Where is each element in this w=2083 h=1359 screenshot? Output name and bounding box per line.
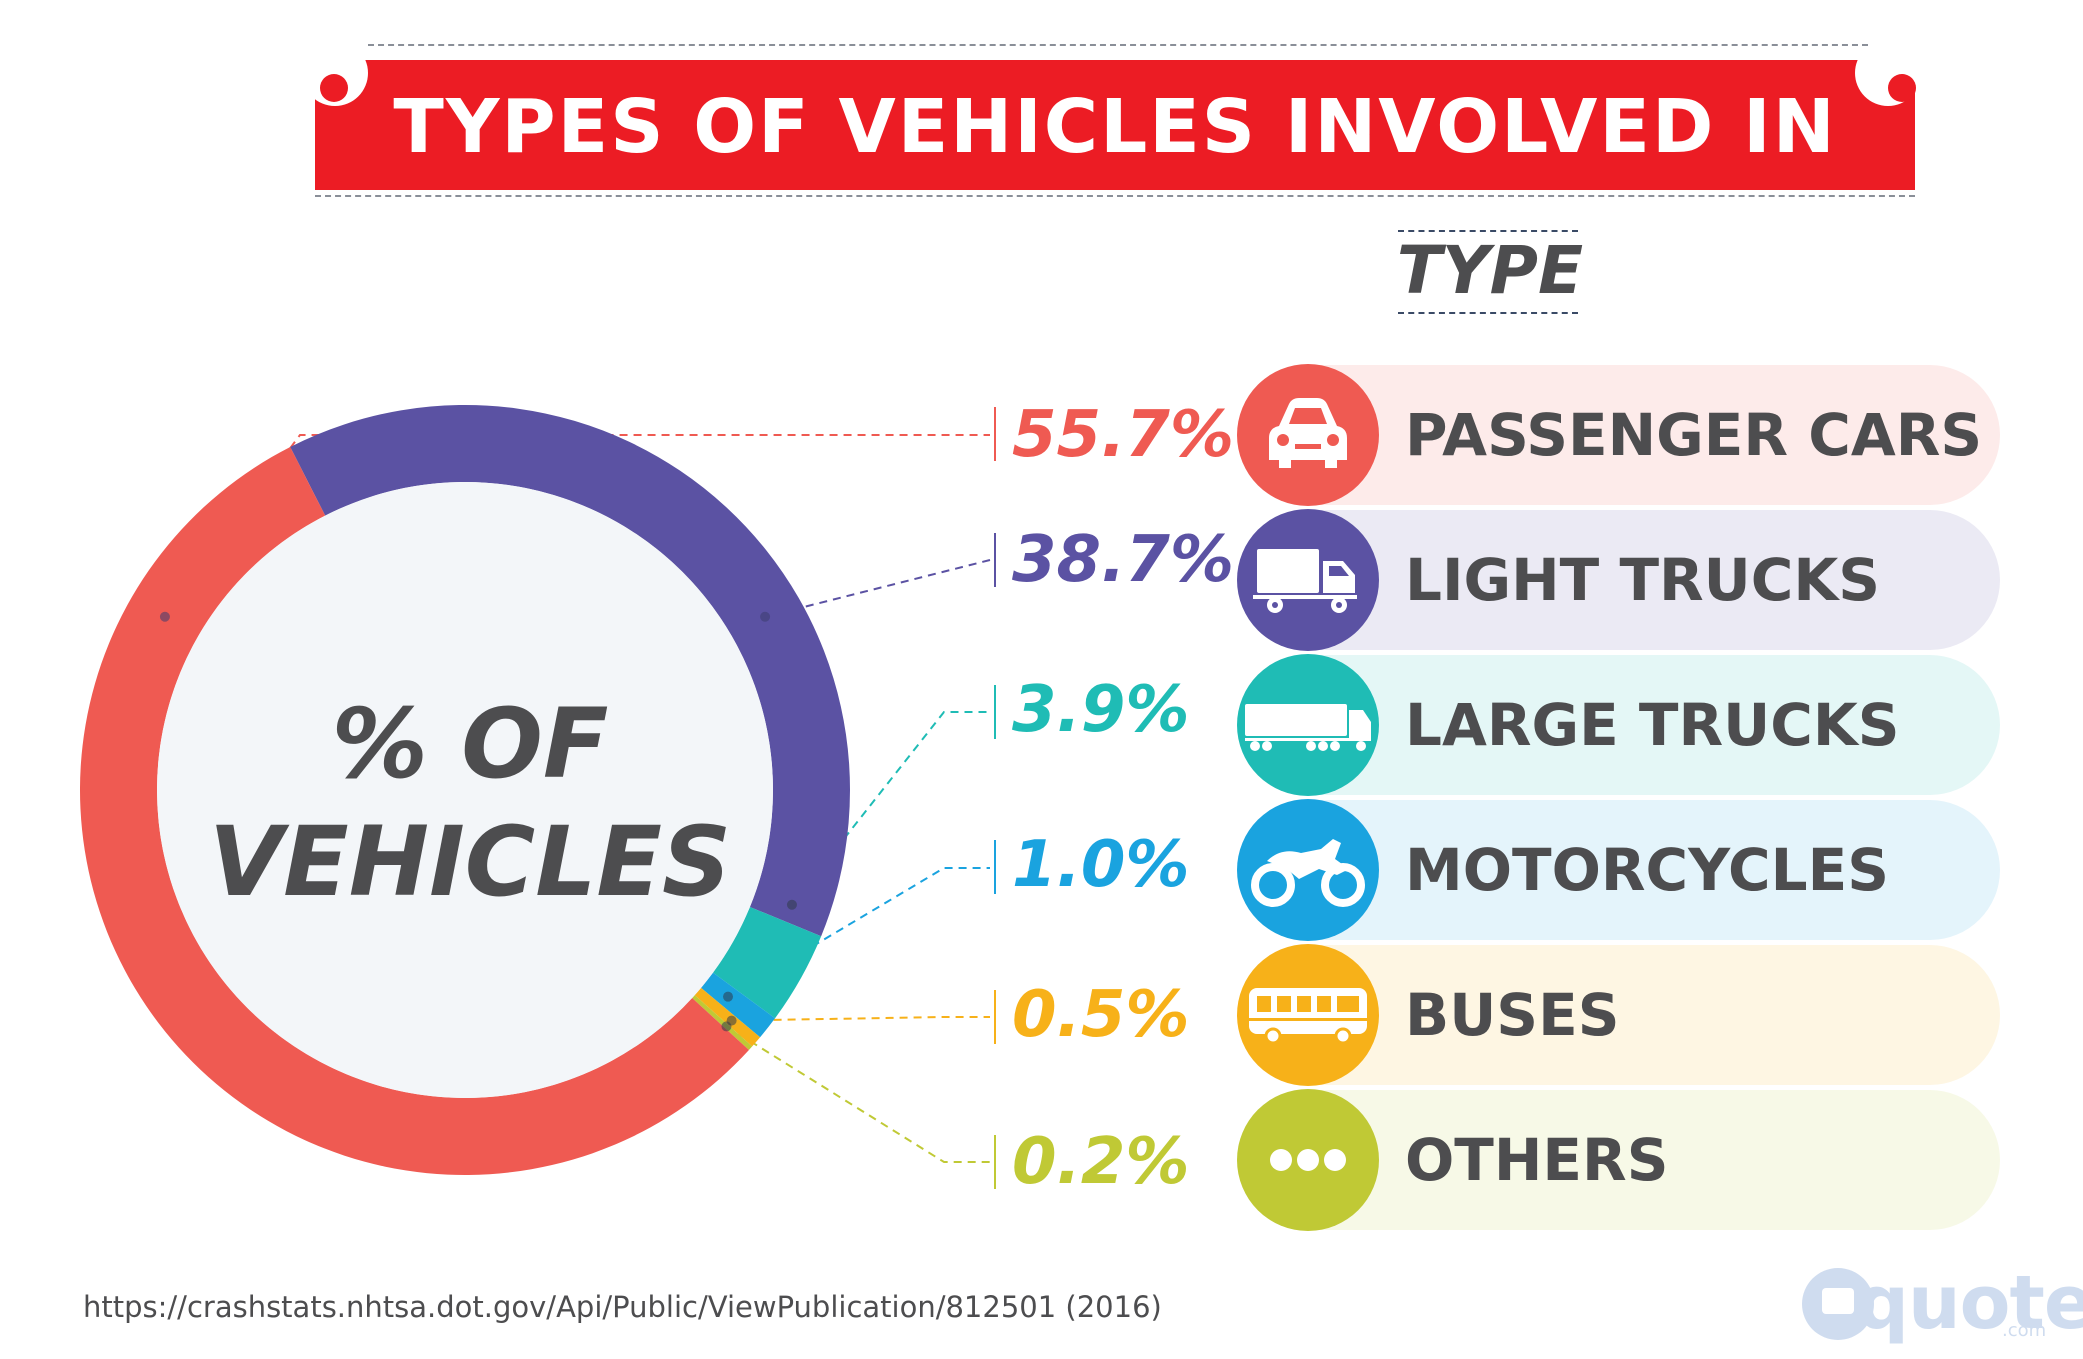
center-label-line2: VEHICLES <box>208 806 732 918</box>
pct-label-others: 0.2% <box>1012 1125 1190 1199</box>
row-label-others: OTHERS <box>1405 1126 1669 1194</box>
row-label-passenger-cars: PASSENGER CARS <box>1405 401 1983 469</box>
title-banner <box>315 60 1915 190</box>
leader-line-others <box>725 1025 990 1163</box>
row-label-buses: BUSES <box>1405 981 1620 1049</box>
leader-dot-others <box>721 1021 732 1032</box>
leader-dots <box>159 611 797 1032</box>
ellipsis-icon <box>1270 1149 1346 1171</box>
banner-bottom-rule <box>315 195 1915 197</box>
leader-dot-passenger-cars <box>159 611 170 622</box>
row-label-motorcycles: MOTORCYCLES <box>1405 836 1889 904</box>
leader-dot-large-trucks <box>786 899 797 910</box>
pct-tick-light-trucks <box>994 533 996 587</box>
car-icon <box>1269 398 1347 468</box>
leader-line-buses <box>731 1016 990 1022</box>
donut-segment-others <box>692 995 753 1051</box>
type-heading-top-rule <box>1398 230 1578 232</box>
banner-top-rule <box>368 44 1868 46</box>
quote-logo-text: quote <box>1856 1260 2083 1346</box>
quote-logo-sub: .com <box>2002 1320 2047 1341</box>
donut-center <box>157 482 773 1098</box>
chart-title: Types of Vehicles Involved in Crashes <box>393 84 1837 304</box>
donut-segment-passenger-cars <box>79 446 749 1175</box>
pct-tick-large-trucks <box>994 685 996 739</box>
banner-dot-left <box>320 74 348 102</box>
leader-dot-motorcycles <box>723 991 734 1002</box>
row-label-light-trucks: LIGHT TRUCKS <box>1405 546 1881 614</box>
type-heading-bottom-rule <box>1398 312 1578 314</box>
pct-label-motorcycles: 1.0% <box>1012 828 1190 902</box>
pct-tick-buses <box>994 990 996 1044</box>
pct-tick-motorcycles <box>994 840 996 894</box>
type-heading: TYPE <box>1396 232 1584 309</box>
leader-line-large-trucks <box>791 711 990 906</box>
banner-dot-right <box>1888 74 1916 102</box>
donut-segment-large-trucks <box>713 906 822 1019</box>
semi-truck-icon <box>1245 704 1371 751</box>
truck-icon <box>1253 549 1357 613</box>
pct-label-buses: 0.5% <box>1012 978 1190 1052</box>
donut-segment-buses <box>694 987 761 1047</box>
motorcycle-icon <box>1251 839 1365 907</box>
source-text: https://crashstats.nhtsa.dot.gov/Api/Pub… <box>83 1290 1162 1324</box>
donut-segment-light-trucks <box>290 404 851 937</box>
leader-dot-light-trucks <box>760 611 771 622</box>
donut-segments <box>79 404 851 1175</box>
pct-label-passenger-cars: 55.7% <box>1012 398 1235 472</box>
leader-line-light-trucks <box>764 559 991 618</box>
pct-label-light-trucks: 38.7% <box>1012 523 1235 597</box>
center-label: % OF VEHICLES <box>160 685 780 921</box>
leader-line-motorcycles <box>727 867 990 998</box>
pct-tick-others <box>994 1135 996 1189</box>
pct-label-large-trucks: 3.9% <box>1012 673 1190 747</box>
pct-tick-passenger-cars <box>994 407 996 461</box>
donut-segment-motorcycles <box>701 972 776 1038</box>
quote-logo-icon-inner <box>1822 1288 1854 1314</box>
bus-icon <box>1249 988 1367 1045</box>
row-label-large-trucks: LARGE TRUCKS <box>1405 691 1900 759</box>
center-label-line1: % OF <box>331 688 609 800</box>
